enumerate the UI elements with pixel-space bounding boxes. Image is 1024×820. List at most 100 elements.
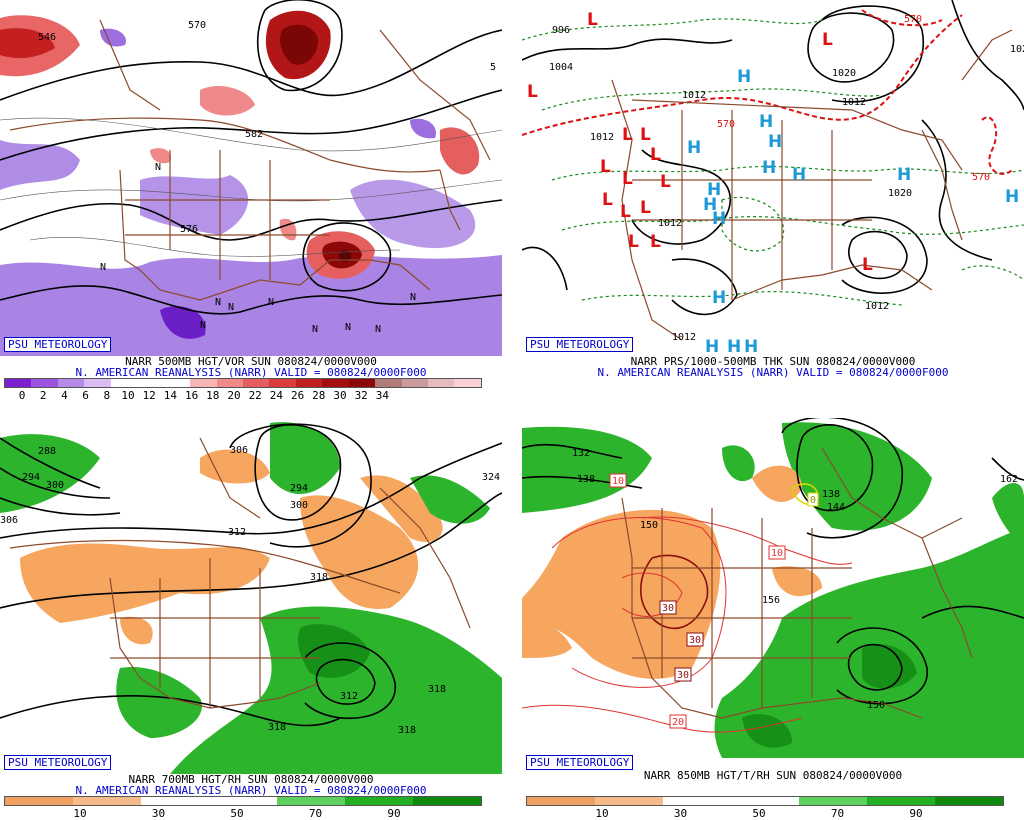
colorbar-swatch bbox=[84, 379, 110, 387]
colorbar-swatch bbox=[277, 797, 345, 805]
svg-text:H: H bbox=[712, 288, 726, 308]
colorbar-swatch bbox=[190, 379, 216, 387]
contour-label: 546 bbox=[38, 32, 56, 43]
svg-text:H: H bbox=[759, 112, 773, 132]
thickness-label: 570 bbox=[904, 14, 922, 25]
svg-text:N: N bbox=[215, 297, 221, 308]
svg-text:H: H bbox=[705, 337, 719, 356]
svg-text:L: L bbox=[640, 125, 651, 145]
colorbar-swatch bbox=[731, 797, 799, 805]
height-label: 138 bbox=[822, 489, 840, 500]
height-label: 294 bbox=[22, 472, 40, 483]
height-label: 324 bbox=[482, 472, 500, 483]
contour-label: 582 bbox=[245, 129, 263, 140]
height-label: 144 bbox=[827, 502, 845, 513]
temp-label: 20 bbox=[672, 717, 684, 728]
colorbar-tick-label: 70 bbox=[831, 807, 844, 820]
colorbar-tick-label: 50 bbox=[230, 807, 243, 820]
isobar-label: 1012 bbox=[672, 332, 696, 343]
colorbar-swatch bbox=[454, 379, 480, 387]
colorbar-swatch bbox=[243, 379, 269, 387]
rh-colorbar bbox=[4, 796, 482, 806]
svg-text:N: N bbox=[312, 324, 318, 335]
colorbar-swatch bbox=[5, 797, 73, 805]
psu-meteorology-badge: PSU METEOROLOGY bbox=[4, 337, 111, 352]
svg-text:H: H bbox=[737, 67, 751, 87]
contour-label: 5 bbox=[490, 62, 496, 73]
colorbar-tick-label: 30 bbox=[152, 807, 165, 820]
height-label: 312 bbox=[228, 527, 246, 538]
svg-text:L: L bbox=[622, 125, 633, 145]
panel-title-line2: N. AMERICAN REANALYSIS (NARR) VALID = 08… bbox=[0, 367, 502, 378]
contour-label: 570 bbox=[188, 20, 206, 31]
temp-label: 30 bbox=[689, 635, 701, 646]
svg-text:L: L bbox=[620, 202, 631, 222]
svg-text:H: H bbox=[727, 337, 741, 356]
colorbar-swatch bbox=[111, 379, 137, 387]
colorbar-swatch bbox=[31, 379, 57, 387]
rh-colorbar bbox=[526, 796, 1004, 806]
colorbar-swatch bbox=[296, 379, 322, 387]
colorbar-swatch bbox=[799, 797, 867, 805]
colorbar-swatch bbox=[141, 797, 209, 805]
isobar-label: 1020 bbox=[832, 68, 856, 79]
svg-text:N: N bbox=[375, 324, 381, 335]
colorbar-swatch bbox=[345, 797, 413, 805]
colorbar-swatch bbox=[58, 379, 84, 387]
svg-text:L: L bbox=[660, 172, 671, 192]
colorbar-tick-label: 90 bbox=[387, 807, 400, 820]
colorbar-swatch bbox=[349, 379, 375, 387]
height-label: 288 bbox=[38, 446, 56, 457]
panel-850mb-temp-rh: 132 138 138 144 150 162 156 150 10 10 0 … bbox=[522, 418, 1024, 819]
colorbar-swatch bbox=[867, 797, 935, 805]
colorbar-swatch bbox=[5, 379, 31, 387]
height-label: 318 bbox=[398, 725, 416, 736]
svg-text:N: N bbox=[228, 302, 234, 313]
svg-text:L: L bbox=[628, 232, 639, 252]
isobar-label: 102 bbox=[1010, 44, 1024, 55]
svg-text:N: N bbox=[200, 320, 206, 331]
colorbar-tick-label: 30 bbox=[674, 807, 687, 820]
vorticity-colorbar bbox=[4, 378, 482, 388]
pressure-map: 996 1004 1012 1012 1012 1020 1012 1012 1… bbox=[522, 0, 1024, 356]
isobar-label: 1012 bbox=[590, 132, 614, 143]
panel-title-line1: NARR 850MB HGT/T/RH SUN 080824/0000V000 bbox=[522, 770, 1024, 781]
height-label: 318 bbox=[310, 572, 328, 583]
svg-text:L: L bbox=[587, 10, 598, 30]
colorbar-swatch bbox=[935, 797, 1003, 805]
colorbar-swatch bbox=[217, 379, 243, 387]
colorbar-swatch bbox=[527, 797, 595, 805]
colorbar-swatch bbox=[322, 379, 348, 387]
svg-text:N: N bbox=[345, 322, 351, 333]
svg-text:L: L bbox=[822, 30, 833, 50]
height-label: 162 bbox=[1000, 474, 1018, 485]
colorbar-swatch bbox=[164, 379, 190, 387]
isobar-label: 996 bbox=[552, 25, 570, 36]
height-label: 312 bbox=[340, 691, 358, 702]
colorbar-swatch bbox=[402, 379, 428, 387]
svg-text:L: L bbox=[600, 157, 611, 177]
height-label: 150 bbox=[640, 520, 658, 531]
colorbar-tick-label: 70 bbox=[309, 807, 322, 820]
height-label: 318 bbox=[268, 722, 286, 733]
psu-meteorology-badge: PSU METEOROLOGY bbox=[4, 755, 111, 770]
svg-text:N: N bbox=[410, 292, 416, 303]
contour-label: 576 bbox=[180, 224, 198, 235]
thickness-label: 570 bbox=[972, 172, 990, 183]
isobar-label: 1012 bbox=[658, 218, 682, 229]
rh700-map: 288 294 300 306 306 294 300 312 318 324 … bbox=[0, 418, 502, 774]
svg-text:H: H bbox=[768, 132, 782, 152]
height-label: 138 bbox=[577, 474, 595, 485]
isobar-label: 1012 bbox=[865, 301, 889, 312]
panel-surface-pressure-thickness: 996 1004 1012 1012 1012 1020 1012 1012 1… bbox=[522, 0, 1024, 401]
psu-meteorology-badge: PSU METEOROLOGY bbox=[526, 755, 633, 770]
panel-title-line2: N. AMERICAN REANALYSIS (NARR) VALID = 08… bbox=[522, 367, 1024, 378]
colorbar-tick-label: 10 bbox=[595, 807, 608, 820]
panel-divider-horizontal bbox=[0, 401, 1024, 418]
isobar-label: 1012 bbox=[682, 90, 706, 101]
svg-text:H: H bbox=[1005, 187, 1019, 207]
